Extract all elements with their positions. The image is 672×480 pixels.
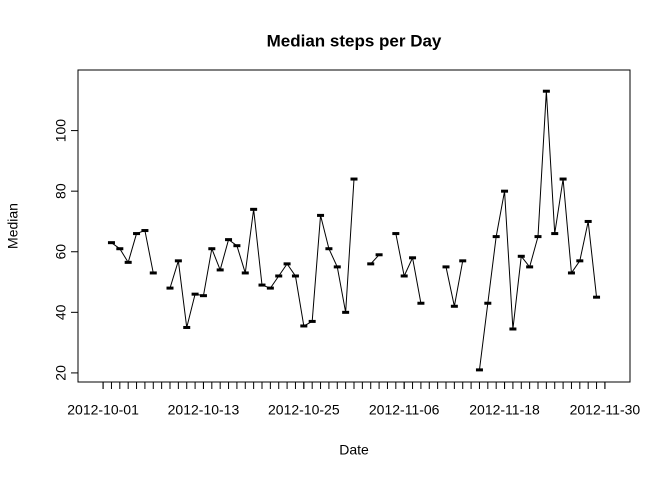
data-point (333, 265, 341, 269)
chart-title: Median steps per Day (267, 31, 442, 50)
data-point (266, 286, 274, 290)
data-point (149, 271, 157, 275)
data-point (291, 274, 299, 278)
data-point (116, 247, 124, 251)
data-point (325, 247, 333, 251)
data-point (183, 325, 191, 329)
y-tick-label: 40 (53, 304, 69, 320)
data-point (342, 310, 350, 314)
data-point (133, 232, 141, 236)
y-axis-label: Median (5, 203, 21, 249)
data-point (241, 271, 249, 275)
data-point (551, 232, 559, 236)
data-point (166, 286, 174, 290)
data-point (509, 327, 517, 331)
data-point (526, 265, 534, 269)
data-point (459, 259, 467, 263)
x-axis-label: Date (339, 442, 369, 458)
data-point (442, 265, 450, 269)
data-point (258, 283, 266, 287)
data-point (450, 304, 458, 308)
data-point (275, 274, 283, 278)
x-tick-label: 2012-11-30 (570, 402, 641, 418)
data-point (392, 232, 400, 236)
data-point (350, 177, 358, 181)
data-point (484, 301, 492, 305)
x-tick-label: 2012-10-13 (168, 402, 240, 418)
data-point (124, 260, 132, 264)
y-tick-label: 80 (53, 183, 69, 199)
y-tick-label: 100 (53, 119, 69, 143)
x-tick-label: 2012-10-25 (268, 402, 340, 418)
data-point (250, 207, 258, 211)
data-point (375, 253, 383, 257)
data-point (308, 319, 316, 323)
data-point (191, 292, 199, 296)
data-point (107, 241, 115, 245)
data-point (141, 229, 149, 233)
data-point (576, 259, 584, 263)
x-tick-label: 2012-11-18 (469, 402, 540, 418)
data-point (199, 294, 207, 298)
data-point (216, 268, 224, 272)
data-point (225, 238, 233, 242)
data-point (567, 271, 575, 275)
data-point (174, 259, 182, 263)
data-point (517, 254, 525, 258)
data-point (208, 247, 216, 251)
data-point (593, 295, 601, 299)
x-tick-label: 2012-10-01 (67, 402, 139, 418)
data-point (283, 262, 291, 266)
x-tick-label: 2012-11-06 (369, 402, 440, 418)
data-point (542, 89, 550, 93)
data-point (475, 368, 483, 372)
data-point (492, 235, 500, 239)
data-point (534, 235, 542, 239)
data-point (400, 274, 408, 278)
data-point (584, 219, 592, 223)
y-tick-label: 60 (53, 244, 69, 260)
data-point (559, 177, 567, 181)
data-point (233, 244, 241, 248)
data-point (417, 301, 425, 305)
data-point (367, 262, 375, 266)
data-point (409, 256, 417, 260)
data-point (317, 213, 325, 217)
data-point (300, 324, 308, 328)
data-point (501, 189, 509, 193)
y-tick-label: 20 (53, 365, 69, 381)
